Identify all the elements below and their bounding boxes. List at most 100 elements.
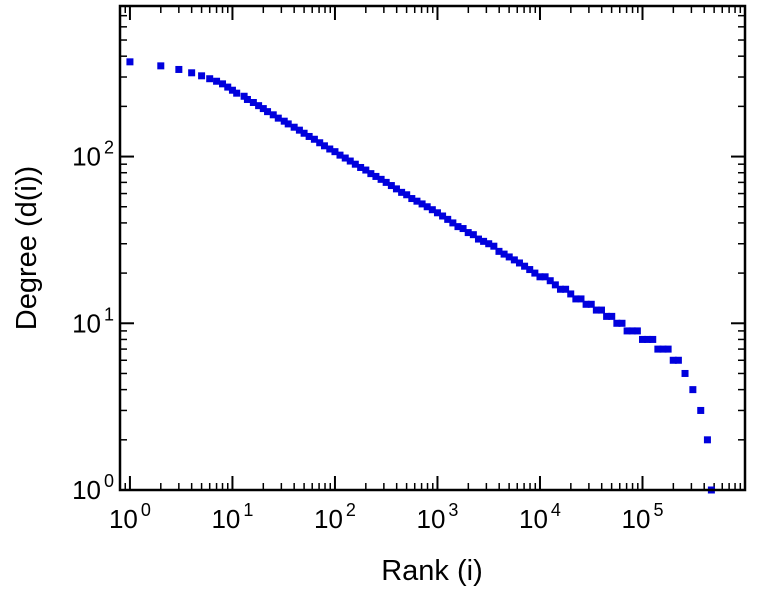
data-point [362, 166, 370, 174]
data-point [175, 65, 183, 73]
data-point [351, 160, 359, 168]
data-point [198, 72, 206, 80]
data-point [367, 170, 375, 178]
svg-text:102: 10 2 [314, 500, 356, 534]
data-point [485, 240, 493, 248]
data-point [546, 277, 554, 285]
data-point [382, 178, 390, 186]
data-point [372, 172, 380, 180]
svg-text:100: 10 0 [109, 500, 151, 534]
data-point [556, 285, 564, 293]
data-point [674, 356, 682, 364]
data-point [331, 148, 339, 156]
data-point [219, 80, 227, 88]
data-point [213, 77, 221, 85]
data-point [157, 62, 165, 70]
data-point [377, 175, 385, 183]
data-point [433, 209, 441, 217]
data-point [597, 306, 605, 314]
data-point [638, 335, 646, 343]
data-point [659, 345, 667, 353]
data-point [249, 98, 257, 106]
data-point [703, 436, 711, 444]
data-point [255, 102, 263, 110]
data-point [536, 273, 544, 281]
data-point [280, 117, 288, 125]
data-point [290, 123, 298, 131]
svg-text:105: 10 5 [622, 500, 664, 534]
data-point [259, 105, 267, 113]
data-point [567, 290, 575, 298]
data-point [613, 319, 621, 327]
data-point [126, 58, 134, 66]
svg-text:102: 10 2 [72, 138, 114, 172]
data-point [326, 145, 334, 153]
data-point [188, 69, 196, 77]
data-point [577, 295, 585, 303]
data-point [531, 269, 539, 277]
data-point [689, 386, 697, 394]
data-point [649, 335, 657, 343]
svg-text:101: 10 1 [72, 304, 114, 338]
data-point [316, 139, 324, 147]
data-point [664, 345, 672, 353]
data-point [243, 95, 251, 103]
data-point [618, 319, 626, 327]
data-point [320, 142, 328, 150]
data-point [392, 185, 400, 193]
data-point [403, 191, 411, 199]
svg-text:104: 10 4 [519, 500, 561, 534]
data-point [454, 223, 462, 231]
data-point [346, 157, 354, 165]
data-point [628, 327, 636, 335]
data-point [654, 345, 662, 353]
data-point [408, 195, 416, 203]
data-point [228, 86, 236, 94]
data-point [500, 250, 508, 258]
data-point [295, 126, 303, 134]
data-point [439, 212, 447, 220]
data-point [387, 182, 395, 190]
data-point [592, 306, 600, 314]
data-point [644, 335, 652, 343]
data-point [697, 406, 705, 414]
data-point [505, 253, 513, 261]
data-point [464, 229, 472, 237]
plot-frame [118, 4, 747, 492]
data-point [582, 300, 590, 308]
data-point [206, 75, 214, 83]
data-point [495, 247, 503, 255]
data-point [413, 197, 421, 205]
data-point [284, 120, 292, 128]
data-point [572, 295, 580, 303]
data-point [269, 111, 277, 119]
data-point [669, 356, 677, 364]
data-point [480, 237, 488, 245]
data-point [449, 219, 457, 227]
data-point [357, 163, 365, 171]
data-point [300, 129, 308, 137]
svg-text:103: 10 3 [416, 500, 458, 534]
data-point [336, 151, 344, 159]
data-point [515, 259, 523, 267]
data-point [469, 231, 477, 239]
data-point [459, 225, 467, 233]
data-point [608, 312, 616, 320]
data-point [224, 83, 232, 91]
data-point [562, 285, 570, 293]
data-point [681, 369, 689, 377]
data-point [510, 256, 518, 264]
data-point [341, 154, 349, 162]
data-point [551, 281, 559, 289]
data-point [444, 215, 452, 223]
x-axis-title: Rank (i) [381, 555, 483, 587]
data-point [423, 203, 431, 211]
data-point [274, 114, 282, 122]
data-point [474, 235, 482, 243]
y-axis-title: Degree (d(i)) [11, 166, 43, 330]
tick-labels: 10 0 10 1 10 2 10 3 10 4 10 5 10 0 10 1 10 2 [72, 138, 663, 534]
data-point [587, 300, 595, 308]
data-point [603, 312, 611, 320]
